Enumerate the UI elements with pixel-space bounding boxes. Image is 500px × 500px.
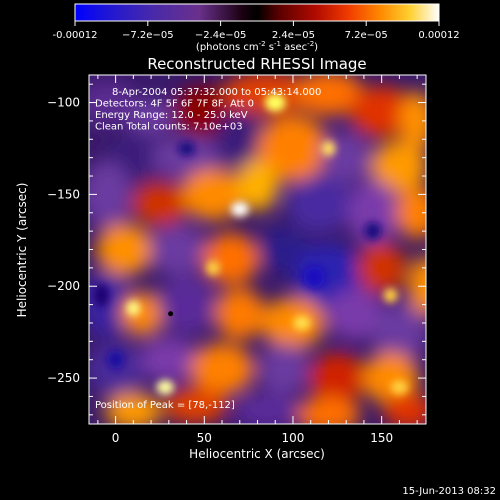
heatmap-highlight xyxy=(383,288,398,303)
peak-position-label: Position of Peak = [78,-112] xyxy=(95,400,235,411)
peak-dot xyxy=(168,311,174,317)
x-tick-label: 50 xyxy=(197,431,212,445)
heatmap-blob xyxy=(257,115,329,182)
heatmap-highlight xyxy=(94,284,109,307)
heatmap-blob xyxy=(326,288,384,340)
heatmap-highlight xyxy=(363,221,382,241)
heatmap-blob xyxy=(293,75,364,116)
heatmap-blob xyxy=(202,232,260,285)
heatmap-highlight xyxy=(264,93,286,112)
heatmap-blob xyxy=(261,297,325,349)
heatmap-highlight xyxy=(156,379,175,395)
heatmap-blob xyxy=(371,141,426,193)
heatmap-highlight xyxy=(206,260,221,276)
heatmap-blob xyxy=(149,223,207,276)
heatmap-blob xyxy=(296,396,361,424)
info-line: Clean Total counts: 7.10e+03 xyxy=(95,122,243,133)
colorbar-tick-label: 7.2e−05 xyxy=(345,30,388,41)
y-tick-label: −100 xyxy=(47,96,80,110)
heatmap-highlight xyxy=(106,350,125,369)
heatmap-blob xyxy=(308,352,366,404)
peak-marker xyxy=(168,311,174,317)
heatmap-blob xyxy=(356,242,407,294)
y-tick-label: −250 xyxy=(47,371,80,385)
heatmap-blob xyxy=(131,181,189,226)
info-overlay: 8-Apr-2004 05:37:32.000 to 05:43:14.000D… xyxy=(95,87,321,133)
heatmap-blob xyxy=(120,291,164,336)
info-line: Energy Range: 12.0 - 25.0 keV xyxy=(95,110,248,121)
heatmap-blob xyxy=(140,337,198,382)
heatmap-highlight xyxy=(177,141,196,156)
colorbar-ticks xyxy=(74,21,440,26)
y-tick-label: −200 xyxy=(47,279,80,293)
heatmap-blob xyxy=(96,223,153,276)
heatmap-blob xyxy=(214,109,265,169)
heatmap-blob xyxy=(222,75,311,116)
heatmap-blob xyxy=(190,343,254,395)
heatmap-highlight xyxy=(390,379,409,395)
info-line: Detectors: 4F 5F 6F 7F 8F, Att 0 xyxy=(95,99,254,110)
heatmap-blob xyxy=(214,288,265,340)
chart-title: Reconstructed RHESSI Image xyxy=(147,55,366,73)
y-tick-label: −150 xyxy=(47,187,80,201)
info-line: 8-Apr-2004 05:37:32.000 to 05:43:14.000 xyxy=(112,87,321,98)
x-axis-ticks: 0 50 100 150 xyxy=(97,75,418,445)
y-axis-ticks: −100 −150 −200 −250 xyxy=(47,83,426,416)
y-axis-label: Heliocentric Y (arcsec) xyxy=(15,183,29,318)
heatmap-highlight xyxy=(230,201,249,217)
footer-timestamp: 15-Jun-2013 08:32 xyxy=(402,486,496,497)
colorbar-gradient xyxy=(74,3,440,22)
heatmap-highlight xyxy=(126,300,141,316)
heatmap-image xyxy=(89,75,426,424)
colorbar-tick-label: -0.00012 xyxy=(53,30,98,41)
heatmap-blob xyxy=(383,392,426,424)
heatmap-blob xyxy=(399,91,426,151)
colorbar-tick-label: 2.4e−05 xyxy=(272,30,315,41)
heatmap-highlight xyxy=(321,141,336,156)
heatmap-blob xyxy=(287,174,352,234)
x-tick-label: 0 xyxy=(112,431,120,445)
heatmap-blob xyxy=(89,161,132,228)
heatmap-blob xyxy=(371,302,426,362)
heatmap-blob xyxy=(126,98,176,136)
colorbar-unit: (photons cm-2 s-1 asec-2) xyxy=(196,40,318,53)
heatmap-blob xyxy=(105,392,162,424)
heatmap-blob xyxy=(349,85,414,138)
colorbar: -0.00012 −7.2e−05 −2.4e−05 2.4e−05 7.2e−05 0.… xyxy=(53,3,460,53)
heatmap-highlight xyxy=(303,266,325,289)
heatmap-blob xyxy=(158,275,215,335)
colorbar-tick-labels: -0.00012 −7.2e−05 −2.4e−05 2.4e−05 7.2e−05 0.… xyxy=(53,30,460,41)
heatmap-blob xyxy=(259,227,309,272)
x-axis-label: Heliocentric X (arcsec) xyxy=(189,447,325,461)
heatmap-blob xyxy=(234,392,299,424)
heatmap-blob xyxy=(408,256,426,316)
x-tick-label: 150 xyxy=(370,431,393,445)
x-tick-label: 100 xyxy=(282,431,305,445)
colorbar-tick-label: 0.00012 xyxy=(418,30,459,41)
heatmap-blob xyxy=(348,179,398,246)
heatmap-blob xyxy=(89,343,144,395)
colorbar-tick-label: −2.4e−05 xyxy=(195,30,247,41)
heatmap-highlight xyxy=(292,315,311,331)
heatmap-blob xyxy=(89,80,136,125)
heatmap-blob xyxy=(395,187,426,239)
heatmap-blob xyxy=(259,343,309,395)
heatmap-blob xyxy=(151,135,222,180)
heatmap-blob xyxy=(163,387,228,424)
colorbar-tick-label: −7.2e−05 xyxy=(122,30,174,41)
heatmap-blob xyxy=(236,159,279,211)
heatmap-blob xyxy=(181,168,246,221)
